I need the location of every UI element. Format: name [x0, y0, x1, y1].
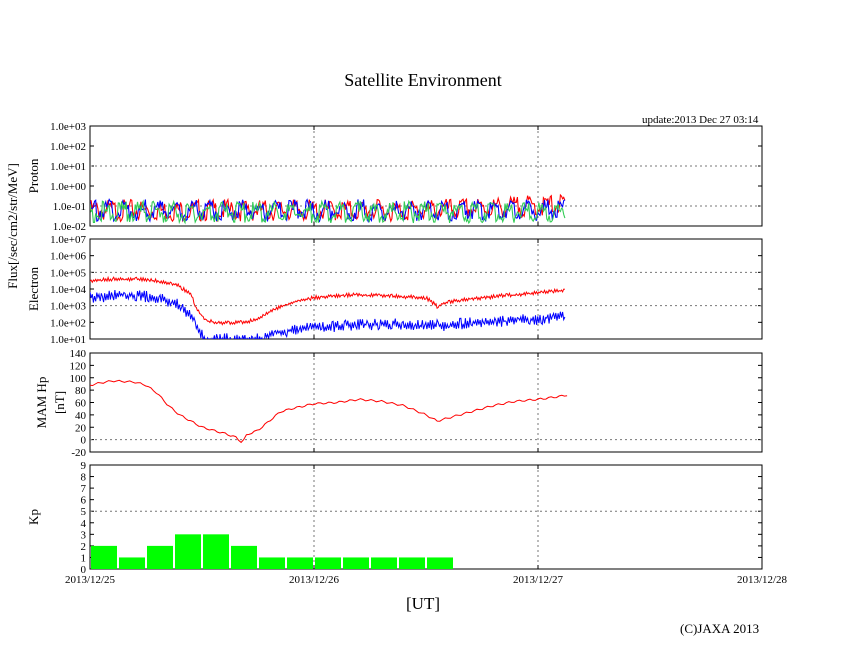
panel-ylabel-unit: [nT] — [52, 391, 67, 414]
series-line-electron-red — [90, 275, 565, 326]
series-line-proton-green — [90, 199, 566, 225]
panel-frame-2 — [89, 352, 763, 453]
kp-bar — [91, 545, 117, 569]
series-line-electron-blue — [90, 290, 566, 339]
kp-bar — [259, 557, 285, 569]
y-tick-label: 140 — [70, 348, 87, 360]
y-tick-label: 4 — [81, 518, 87, 530]
kp-bar — [147, 545, 173, 569]
flux-label: Flux[/sec/cm2/str/MeV] — [5, 163, 20, 289]
y-tick-label: 1.0e+01 — [50, 334, 86, 346]
y-tick-label: 100 — [70, 373, 87, 385]
x-axis-unit: [UT] — [406, 594, 440, 613]
x-tick-label: 2013/12/26 — [289, 574, 340, 586]
x-tick-label: 2013/12/25 — [65, 574, 116, 586]
y-tick-label: 40 — [75, 410, 87, 422]
kp-bar — [371, 557, 397, 569]
kp-bar — [175, 534, 201, 569]
y-tick-label: 2 — [81, 541, 87, 553]
page-title: Satellite Environment — [344, 70, 502, 90]
y-tick-label: 1.0e+02 — [50, 141, 86, 153]
kp-bar — [203, 534, 229, 569]
kp-bar — [119, 557, 145, 569]
x-tick-label: 2013/12/28 — [737, 574, 788, 586]
y-tick-label: 1.0e+05 — [50, 267, 86, 279]
y-tick-label: 120 — [70, 360, 87, 372]
panel-ylabel: Electron — [26, 266, 41, 311]
kp-bar — [231, 545, 257, 569]
panel-frame-3 — [89, 464, 763, 570]
y-tick-label: 1.0e+01 — [50, 161, 86, 173]
panel-ylabel: Kp — [26, 509, 41, 525]
kp-bar — [343, 557, 369, 569]
y-tick-label: 7 — [81, 483, 87, 495]
y-tick-label: 1.0e+00 — [50, 181, 86, 193]
panel-ylabel: Proton — [26, 158, 41, 193]
y-tick-label: 1.0e+07 — [50, 234, 86, 246]
y-tick-label: 60 — [75, 398, 87, 410]
y-tick-label: 1.0e+04 — [50, 284, 86, 296]
y-tick-label: 0 — [81, 435, 87, 447]
kp-bar — [315, 557, 341, 569]
series-line-mam-hp — [90, 379, 568, 444]
y-tick-label: 9 — [81, 460, 87, 472]
y-tick-label: -20 — [71, 447, 86, 459]
kp-bar — [427, 557, 453, 569]
y-tick-label: 1.0e+03 — [50, 121, 86, 133]
y-tick-label: 8 — [81, 472, 87, 484]
y-tick-label: 0 — [81, 564, 87, 576]
y-tick-label: 20 — [75, 422, 87, 434]
panel-frame-0 — [89, 125, 763, 227]
y-tick-label: 1 — [81, 552, 87, 564]
y-tick-label: 6 — [81, 495, 87, 507]
y-tick-label: 80 — [75, 385, 87, 397]
y-tick-label: 1.0e+03 — [50, 301, 86, 313]
y-tick-label: 1.0e-01 — [53, 201, 86, 213]
y-tick-label: 1.0e-02 — [53, 221, 86, 233]
kp-bar — [399, 557, 425, 569]
kp-bar — [287, 557, 313, 569]
copyright: (C)JAXA 2013 — [680, 621, 760, 636]
x-tick-label: 2013/12/27 — [513, 574, 564, 586]
y-tick-label: 3 — [81, 529, 87, 541]
y-tick-label: 1.0e+06 — [50, 251, 86, 263]
panel-ylabel: MAM Hp — [34, 377, 49, 429]
y-tick-label: 5 — [81, 506, 87, 518]
update-timestamp: update:2013 Dec 27 03:14 — [642, 114, 759, 126]
y-tick-label: 1.0e+02 — [50, 317, 86, 329]
